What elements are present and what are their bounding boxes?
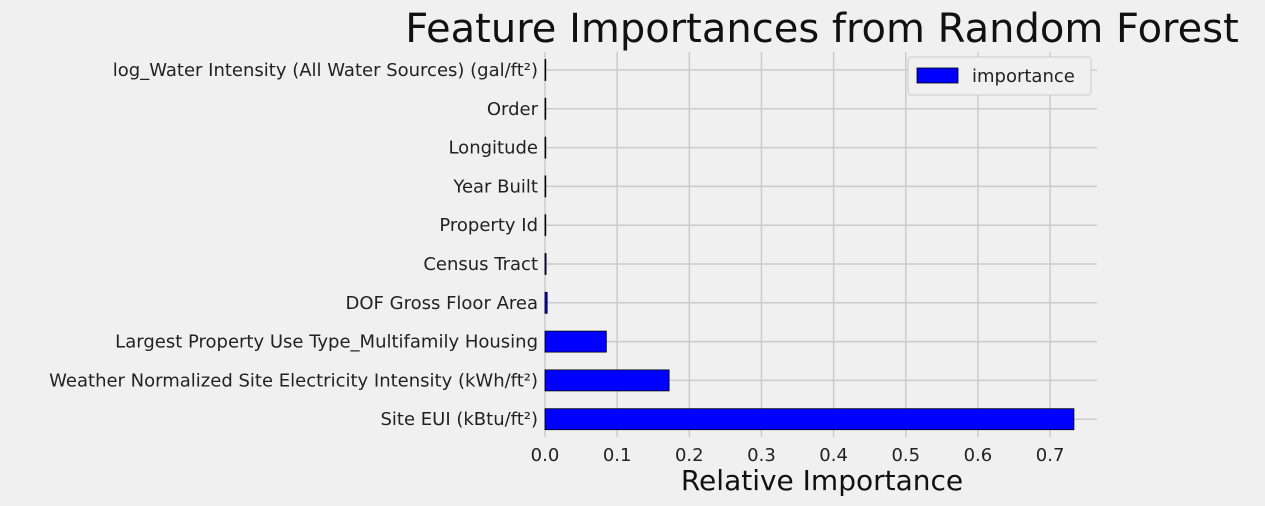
y-tick-labels: log_Water Intensity (All Water Sources) … xyxy=(49,60,538,430)
x-tick-label: 0.2 xyxy=(675,445,704,466)
legend: importance xyxy=(907,56,1092,96)
y-tick-label: Order xyxy=(487,99,539,120)
y-tick-label: log_Water Intensity (All Water Sources) … xyxy=(113,60,538,81)
bar xyxy=(544,330,607,353)
bar xyxy=(544,214,547,237)
x-tick-label: 0.5 xyxy=(891,445,920,466)
chart-title: Feature Importances from Random Forest xyxy=(405,6,1239,52)
y-tick-label: Site EUI (kBtu/ft²) xyxy=(381,409,539,430)
bar xyxy=(544,175,547,198)
y-tick-label: Largest Property Use Type_Multifamily Ho… xyxy=(115,332,538,353)
legend-swatch xyxy=(916,67,959,84)
x-tick-label: 0.7 xyxy=(1036,445,1065,466)
y-tick-label: Weather Normalized Site Electricity Inte… xyxy=(49,370,538,391)
legend-label: importance xyxy=(972,66,1075,87)
bar xyxy=(544,369,670,392)
y-tick-label: Census Tract xyxy=(423,254,538,275)
x-tick-label: 0.3 xyxy=(747,445,776,466)
x-tick-labels: 0.0 0.1 0.2 0.3 0.4 0.5 0.6 0.7 xyxy=(531,445,1065,466)
x-tick-label: 0.6 xyxy=(964,445,993,466)
y-tick-label: Longitude xyxy=(448,138,538,159)
x-tick-label: 0.4 xyxy=(819,445,848,466)
y-tick-label: Year Built xyxy=(452,176,538,197)
bars xyxy=(544,59,1075,431)
bar xyxy=(544,59,547,81)
bar xyxy=(544,136,547,159)
bar xyxy=(544,291,548,314)
bar xyxy=(544,97,547,120)
bar xyxy=(544,408,1075,431)
legend-frame xyxy=(907,56,1092,96)
x-tick-label: 0.1 xyxy=(603,445,632,466)
y-tick-label: Property Id xyxy=(439,215,538,236)
x-tick-label: 0.0 xyxy=(531,445,560,466)
y-tick-label: DOF Gross Floor Area xyxy=(346,293,538,314)
bar xyxy=(544,253,547,275)
grid-lines xyxy=(544,52,1097,437)
x-axis-label: Relative Importance xyxy=(681,464,963,497)
